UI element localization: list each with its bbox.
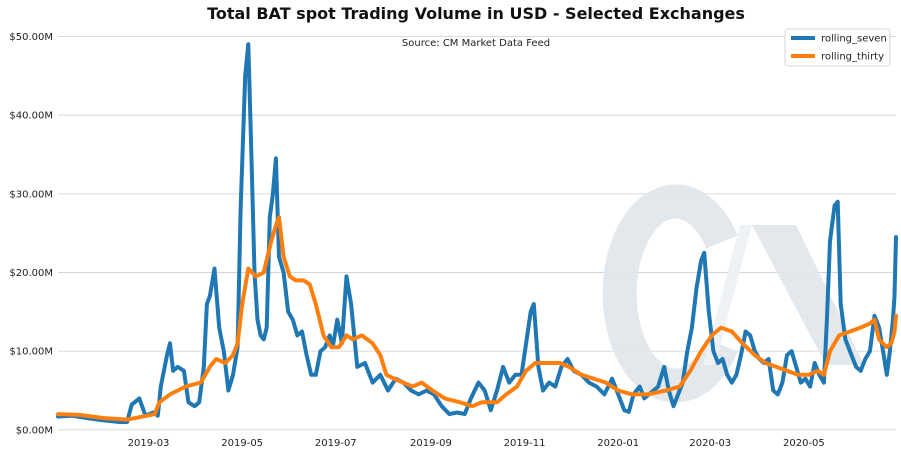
- x-tick-label: 2019-03: [128, 438, 170, 449]
- source-annotation: Source: CM Market Data Feed: [402, 38, 550, 49]
- x-tick-label: 2019-11: [504, 438, 546, 449]
- legend-label-rolling-thirty: rolling_thirty: [821, 52, 884, 63]
- x-tick-label: 2020-01: [597, 438, 639, 449]
- x-tick-label: 2020-05: [783, 438, 825, 449]
- watermark-m-shape: [752, 225, 864, 365]
- chart-title: Total BAT spot Trading Volume in USD - S…: [207, 4, 745, 23]
- series-lines: [56, 42, 898, 424]
- y-tick-label: $10.00M: [9, 347, 53, 358]
- y-tick-label: $50.00M: [9, 32, 53, 43]
- legend-label-rolling-seven: rolling_seven: [821, 34, 887, 45]
- x-tick-label: 2019-05: [221, 438, 263, 449]
- grid-lines: [58, 35, 896, 431]
- x-axis: 2019-03 2019-05 2019-07 2019-09 2019-11 2020-…: [128, 438, 825, 449]
- series-line-rolling-thirty: [56, 215, 898, 422]
- x-tick-label: 2019-07: [315, 438, 357, 449]
- y-tick-label: $40.00M: [9, 111, 53, 122]
- y-tick-label: $20.00M: [9, 268, 53, 279]
- x-tick-label: 2019-09: [410, 438, 452, 449]
- y-tick-label: $30.00M: [9, 189, 53, 200]
- y-tick-label: $0.00M: [16, 425, 53, 436]
- x-tick-label: 2020-03: [689, 438, 731, 449]
- watermark-c-shape: [602, 184, 738, 403]
- y-axis: $0.00M $10.00M $20.00M $30.00M $40.00M $50.00…: [9, 32, 53, 436]
- series-line-rolling-seven: [56, 42, 898, 424]
- legend: rolling_seven rolling_thirty: [784, 28, 891, 67]
